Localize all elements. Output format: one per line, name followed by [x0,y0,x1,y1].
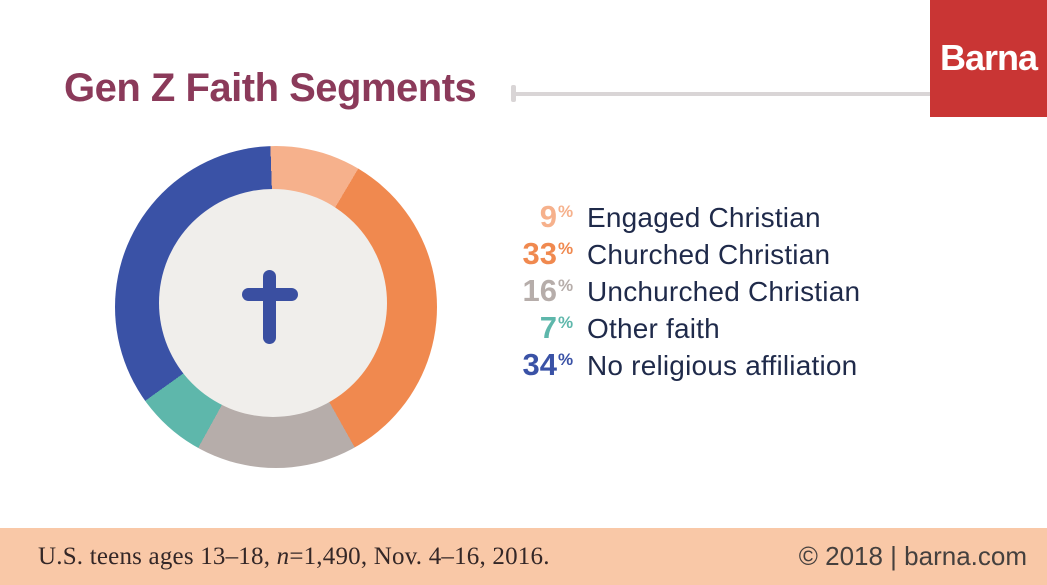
legend-item: 33% Churched Christian [467,236,860,273]
barna-logo: Barna [930,0,1047,117]
page-title: Gen Z Faith Segments [64,66,477,110]
source-note: U.S. teens ages 13–18, n=1,490, Nov. 4–1… [38,528,550,585]
legend-value: 7 [539,310,557,345]
footer-bar: U.S. teens ages 13–18, n=1,490, Nov. 4–1… [0,528,1047,585]
legend-percent-sign: % [558,276,574,295]
legend-value: 33 [522,236,557,271]
source-note-suffix: =1,490, Nov. 4–16, 2016. [289,543,550,570]
copyright-link[interactable]: © 2018 | barna.com [798,541,1027,571]
legend-value: 16 [522,273,557,308]
legend-label: Churched Christian [587,239,831,270]
source-note-prefix: U.S. teens ages 13–18, [38,543,277,570]
source-note-n: n [276,543,290,570]
legend-value: 9 [539,199,557,234]
christian-cross-icon-bar [242,288,298,301]
legend-item: 9% Engaged Christian [467,199,860,236]
legend: 9% Engaged Christian 33% Churched Christian… [467,199,861,384]
legend-item: 16% Unchurched Christian [467,273,861,310]
legend-percent-sign: % [558,202,574,221]
legend-label: No religious affiliation [587,350,858,381]
legend-label: Unchurched Christian [587,276,861,307]
legend-label: Other faith [587,313,720,344]
legend-percent-sign: % [558,239,574,258]
title-rule-line [514,91,930,96]
legend-percent-sign: % [558,350,574,369]
legend-label: Engaged Christian [587,202,821,233]
christian-cross-icon [263,270,276,344]
title-rule-tick [511,85,516,102]
barna-logo-text: Barna [939,36,1038,78]
legend-item: 7% Other faith [467,310,860,347]
legend-value: 34 [522,347,557,382]
legend-item: 34% No religious affiliation [467,347,860,384]
legend-percent-sign: % [558,313,574,332]
